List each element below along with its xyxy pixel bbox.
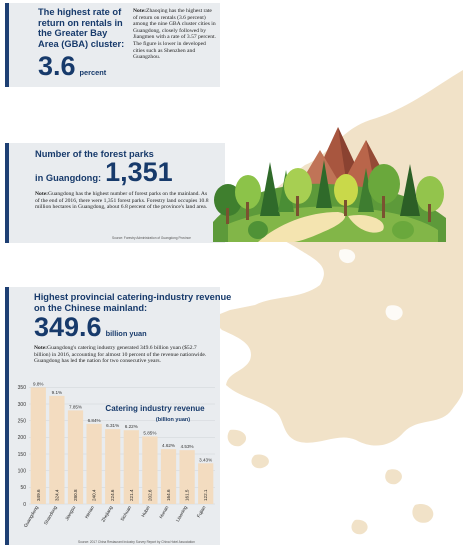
rental-note-label: Note:: [133, 8, 147, 14]
bar: [105, 429, 121, 504]
y-tick-label: 0: [23, 502, 26, 508]
value-label: 122.1: [203, 489, 208, 501]
share-label: 5.85%: [143, 430, 156, 435]
catering-note-label: Note:: [34, 345, 48, 351]
share-label: 3.43%: [199, 457, 212, 462]
forest-note-text: Guangdong has the highest number of fore…: [35, 191, 209, 211]
share-label: 6.22%: [125, 424, 138, 429]
share-label: 4.62%: [162, 443, 175, 448]
category-label: Fujian: [196, 505, 207, 519]
rental-note-text: Zhaoqing has the highest rate of return …: [133, 8, 216, 61]
share-label: 6.84%: [88, 418, 101, 423]
forest-note-label: Note:: [35, 191, 49, 197]
catering-title-line1: Highest provincial catering-industry rev…: [34, 292, 232, 302]
value-label: 161.5: [185, 489, 190, 501]
share-label: 6.31%: [106, 423, 119, 428]
y-tick-label: 300: [18, 402, 27, 408]
rental-return-unit: percent: [79, 68, 107, 77]
forest-parks-note: Note:Guangdong has the highest number of…: [35, 191, 210, 211]
forest-source: Source: Forestry Administration of Guang…: [112, 236, 191, 240]
rental-return-note: Note:Zhaoqing has the highest rate of re…: [133, 8, 217, 61]
section-catering-accent-bar: [5, 287, 9, 545]
y-tick-label: 50: [20, 485, 26, 491]
section-rental-return-panel: [5, 3, 220, 87]
bar: [142, 436, 158, 504]
bar: [30, 387, 46, 504]
category-label: Liaoning: [175, 505, 188, 523]
y-tick-label: 350: [18, 385, 27, 391]
forest-illustration: [213, 127, 446, 242]
section-forest-parks-panel: [5, 143, 225, 243]
category-label: Sichuan: [120, 505, 133, 522]
value-label: 221.4: [129, 489, 134, 501]
category-label: Zhejiang: [100, 505, 113, 523]
bar: [123, 430, 139, 504]
catering-big-number: 349.6: [34, 312, 102, 342]
value-label: 224.6: [110, 489, 115, 501]
y-tick-label: 100: [18, 468, 27, 474]
bar: [179, 450, 195, 504]
rental-return-big-number: 3.6: [38, 51, 76, 81]
chart-subtitle: (billion yuan): [156, 417, 190, 423]
rental-return-title: The highest rate of return on rentals in…: [38, 7, 125, 49]
category-label: Jiangsu: [64, 505, 76, 522]
category-label: Hunan: [158, 505, 169, 520]
forest-parks-title-line1: Number of the forest parks: [35, 149, 154, 159]
value-label: 349.6: [36, 489, 41, 501]
bar: [67, 410, 84, 504]
catering-source: Source: 2017 China Restaurant Industry S…: [78, 540, 195, 544]
catering-unit: billion yuan: [105, 329, 147, 338]
catering-revenue-bar-chart: 0 50 100 150 200 250 300 350 9.8% 349.6 Guangdong 9…: [18, 381, 215, 529]
chart-bars: [30, 387, 214, 504]
value-label: 280.8: [73, 489, 78, 501]
category-label: Henan: [84, 505, 95, 520]
forest-parks-big-number: 1,351: [105, 157, 173, 187]
share-label: 9.8%: [33, 381, 43, 386]
share-label: 4.53%: [181, 444, 194, 449]
chart-title: Catering industry revenue: [105, 404, 205, 413]
catering-note-text: Guangdong's catering industry generated …: [34, 345, 207, 365]
value-label: 202.6: [147, 489, 152, 501]
rental-return-figure: 3.6 percent: [38, 52, 106, 80]
category-label: Hubei: [140, 505, 150, 518]
bar: [49, 395, 65, 504]
section-forest-accent-bar: [5, 143, 9, 243]
forest-parks-figure: in Guangdong: 1,351: [35, 158, 173, 186]
bar: [198, 463, 214, 504]
y-tick-label: 250: [18, 418, 27, 424]
category-label: Guangdong: [23, 505, 40, 529]
catering-title-line2: on the Chinese mainland:: [34, 303, 148, 313]
share-label: 7.85%: [69, 404, 82, 409]
value-label: 164.6: [166, 489, 171, 501]
forest-parks-title-line2: in Guangdong:: [35, 173, 102, 183]
catering-figure: 349.6 billion yuan: [34, 313, 147, 341]
section-rental-accent-bar: [5, 3, 9, 87]
value-label: 240.4: [92, 489, 97, 501]
bar: [160, 449, 177, 504]
share-label: 9.1%: [52, 390, 62, 395]
y-tick-label: 200: [18, 435, 27, 441]
category-label: Shandong: [43, 505, 58, 526]
bar: [86, 423, 102, 504]
value-label: 324.4: [54, 489, 59, 501]
y-tick-label: 150: [18, 452, 27, 458]
catering-note: Note:Guangdong's catering industry gener…: [34, 345, 214, 365]
